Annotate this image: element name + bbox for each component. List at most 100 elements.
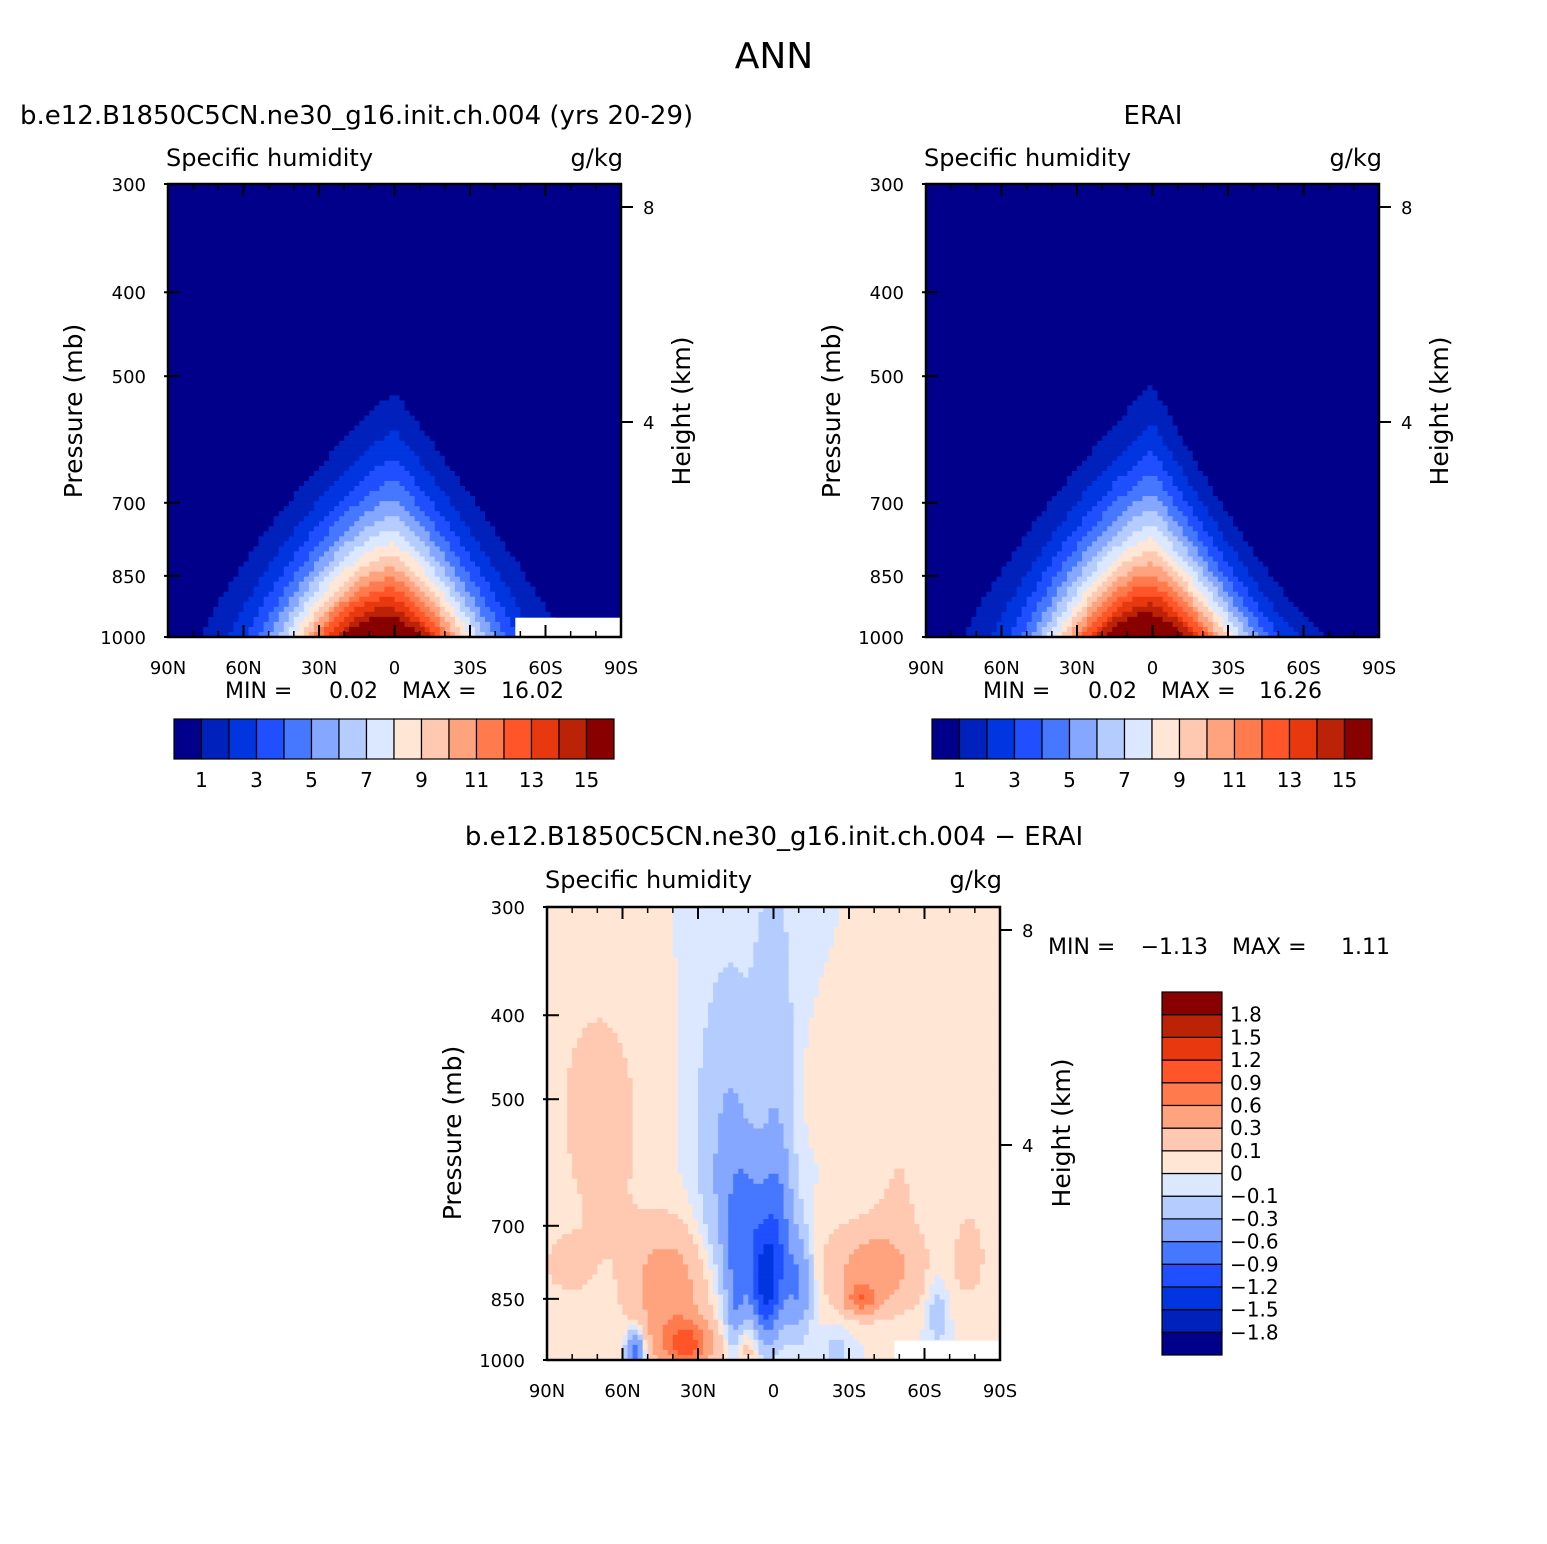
contour-cell: [703, 1329, 714, 1336]
contour-cell: [971, 621, 998, 628]
contour-cell: [567, 1108, 634, 1114]
contour-cell: [409, 616, 421, 623]
contour-cell: [168, 284, 622, 291]
contour-cell: [783, 917, 840, 923]
contour-cell: [672, 932, 759, 938]
contour-cell: [864, 1304, 880, 1311]
missing-data-region: [515, 617, 621, 637]
contour-cell: [823, 962, 1001, 968]
contour-cell: [1233, 566, 1249, 573]
contour-cell: [1046, 566, 1063, 573]
contour-cell: [793, 1063, 805, 1069]
contour-cell: [1132, 556, 1164, 563]
contour-cell: [1061, 546, 1078, 553]
contour-cell: [698, 1339, 704, 1346]
contour-cell: [698, 1229, 709, 1235]
contour-cell: [223, 591, 255, 598]
contour-cell: [974, 1219, 1001, 1225]
contour-cell: [339, 631, 345, 638]
contour-cell: [904, 1264, 931, 1270]
contour-cell: [424, 601, 436, 608]
contour-cell: [617, 1032, 679, 1039]
contour-cell: [1006, 606, 1023, 613]
contour-cell: [1222, 596, 1234, 603]
contour-cell: [753, 1249, 765, 1255]
contour-cell: [793, 1047, 805, 1054]
contour-cell: [334, 445, 370, 452]
contour-cell: [547, 1354, 624, 1361]
contour-cell: [718, 1234, 729, 1240]
contour-cell: [833, 1229, 921, 1235]
y2-tick-label: 4: [1401, 413, 1412, 434]
contour-cell: [677, 1027, 704, 1034]
contour-cell: [677, 1098, 699, 1104]
contour-cell: [944, 1299, 951, 1306]
contour-cell: [168, 596, 219, 603]
contour-cell: [713, 1269, 719, 1276]
contour-cell: [404, 581, 416, 588]
contour-cell: [632, 1083, 679, 1089]
contour-cell: [454, 470, 622, 477]
contour-cell: [1066, 626, 1073, 633]
contour-cell: [429, 496, 451, 502]
contour-cell: [828, 947, 1001, 953]
contour-cell: [434, 480, 461, 487]
contour-cell: [404, 486, 421, 492]
contour-cell: [728, 1209, 785, 1215]
contour-cell: [926, 355, 1380, 361]
y-tick-label: 400: [112, 283, 146, 304]
contour-cell: [818, 1163, 1001, 1170]
contour-cell: [793, 1143, 810, 1150]
contour-cell: [924, 1244, 956, 1250]
contour-cell: [470, 551, 486, 558]
contour-cell: [713, 1304, 719, 1311]
y-tick-label: 850: [870, 567, 904, 588]
contour-cell: [743, 972, 749, 979]
contour-cell: [354, 521, 375, 527]
contour-cell: [547, 1214, 583, 1220]
contour-cell: [758, 1224, 780, 1230]
x-tick-label: 30S: [832, 1381, 866, 1402]
contour-cell: [572, 1063, 629, 1069]
contour-cell: [439, 626, 446, 633]
contour-cell: [572, 1058, 629, 1064]
contour-cell: [547, 1093, 568, 1099]
contour-cell: [1051, 596, 1063, 603]
contour-cell: [238, 571, 265, 578]
contour-cell: [324, 491, 350, 497]
contour-cell: [454, 586, 466, 593]
contour-cell: [399, 546, 416, 553]
contour-cell: [278, 576, 295, 583]
contour-cell: [798, 1168, 820, 1175]
contour-cell: [334, 521, 355, 527]
contour-cell: [723, 1344, 729, 1351]
contour-cell: [409, 410, 622, 417]
contour-cell: [926, 324, 1380, 331]
contour-cell: [1071, 616, 1083, 623]
contour-cell: [319, 626, 325, 633]
contour-cell: [929, 1284, 946, 1291]
x-tick-label: 0: [768, 1381, 779, 1402]
contour-cell: [1117, 566, 1133, 573]
contour-cell: [926, 350, 1380, 356]
contour-cell: [364, 475, 416, 482]
contour-cell: [1313, 621, 1380, 628]
contour-cell: [813, 1188, 885, 1195]
contour-cell: [763, 1219, 780, 1225]
contour-cell: [1071, 596, 1083, 603]
contour-cell: [1056, 606, 1068, 613]
contour-cell: [394, 586, 411, 593]
contour-cell: [1192, 596, 1199, 603]
contour-cell: [1097, 576, 1108, 583]
contour-cell: [1197, 460, 1380, 467]
contour-cell: [1066, 576, 1078, 583]
contour-cell: [677, 1158, 699, 1165]
contour-cell: [1082, 606, 1088, 613]
contour-cell: [1036, 626, 1043, 633]
contour-cell: [803, 1058, 1001, 1064]
contour-cell: [1011, 626, 1028, 633]
contour-cell: [1122, 551, 1144, 558]
contour-cell: [1258, 586, 1284, 593]
contour-cell: [547, 1163, 573, 1170]
contour-cell: [808, 1329, 850, 1336]
